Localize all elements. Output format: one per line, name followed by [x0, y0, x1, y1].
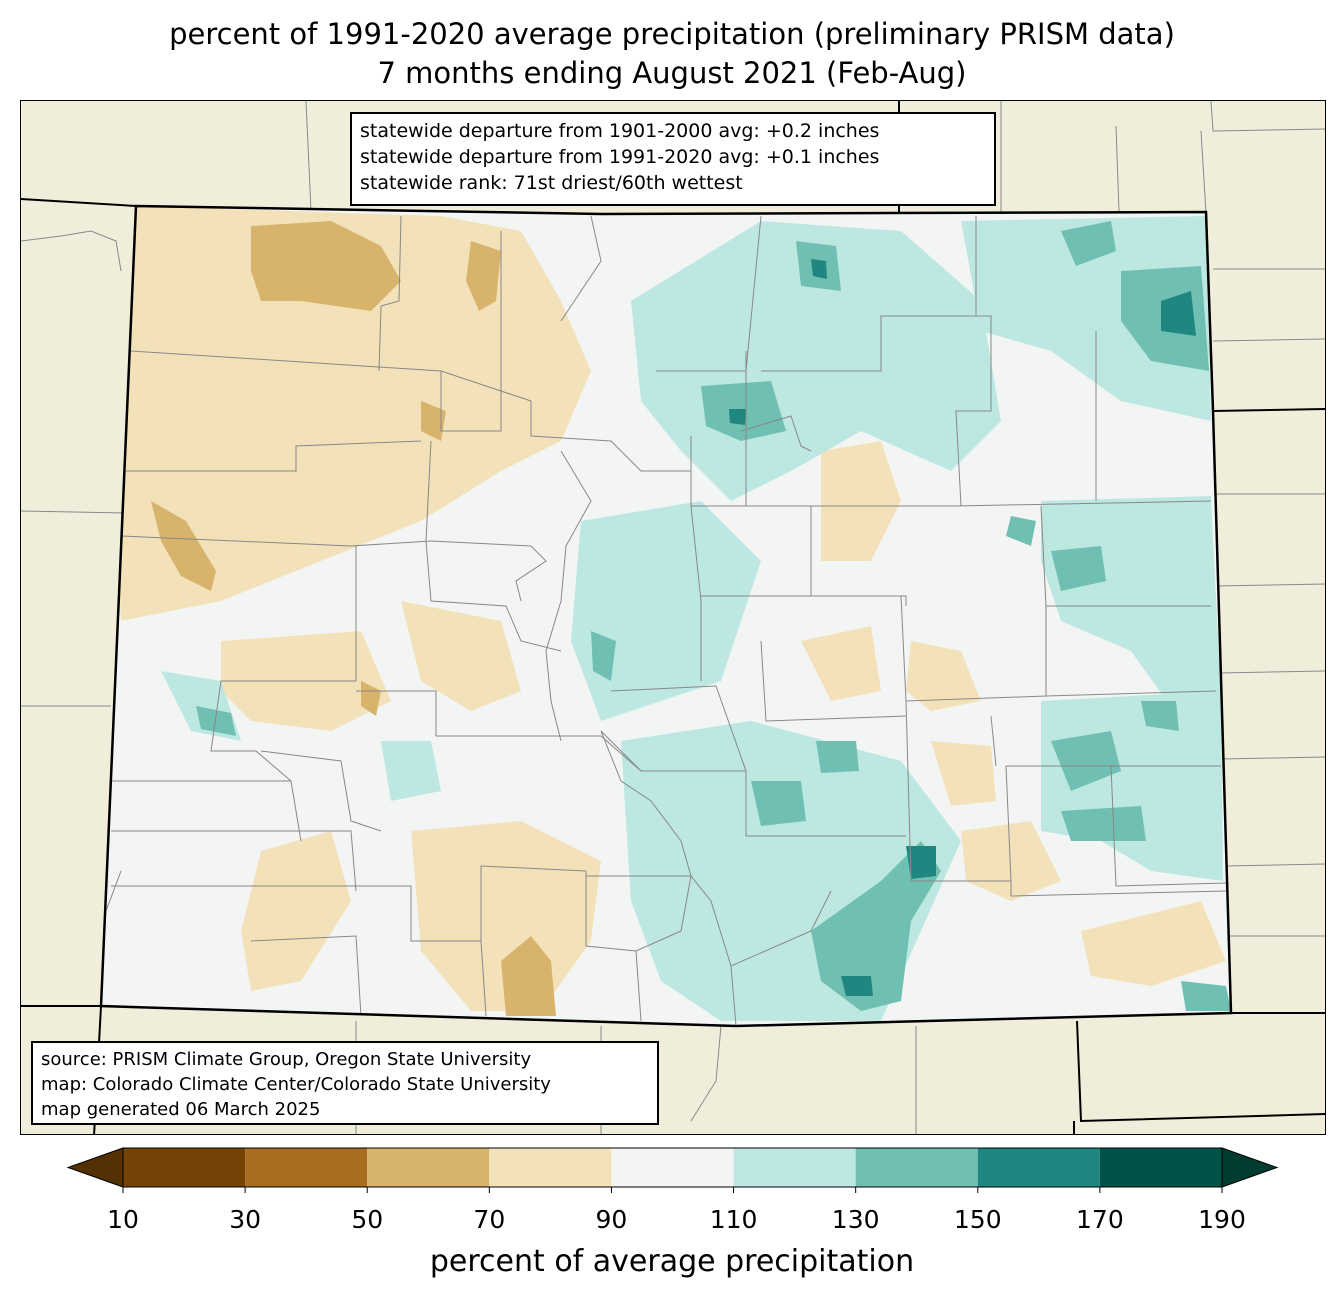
source-line-3: map generated 06 March 2025 — [41, 1099, 321, 1120]
colorbar-tick-label: 150 — [953, 1205, 1002, 1234]
colorbar — [66, 1147, 1279, 1193]
stats-line-1: statewide departure from 1901-2000 avg: … — [360, 120, 880, 142]
colorbar-segment — [977, 1148, 1100, 1187]
source-box: source: PRISM Climate Group, Oregon Stat… — [31, 1041, 659, 1125]
colorbar-label: percent of average precipitation — [429, 1244, 915, 1279]
colorbar-tick-label: 110 — [709, 1205, 758, 1234]
source-line-2: map: Colorado Climate Center/Colorado St… — [41, 1074, 551, 1095]
stats-line-2: statewide departure from 1991-2020 avg: … — [360, 146, 880, 168]
colorbar-segment — [611, 1148, 734, 1187]
colorbar-segment — [733, 1148, 856, 1187]
colorbar-tick-label: 190 — [1198, 1205, 1246, 1234]
source-line-1: source: PRISM Climate Group, Oregon Stat… — [41, 1049, 532, 1070]
colorbar-tick-label: 10 — [107, 1205, 139, 1234]
colorbar-outline — [122, 1147, 1223, 1188]
precipitation-map — [21, 101, 1325, 1134]
colorbar-segment — [489, 1148, 612, 1187]
colorbar-segment — [123, 1148, 246, 1187]
county-lines — [105, 215, 1227, 1026]
precipitation-field — [101, 206, 1231, 1026]
colorbar-tick-label: 30 — [229, 1205, 262, 1234]
map-frame — [20, 100, 1326, 1135]
colorbar-tick-label: 50 — [351, 1205, 384, 1234]
statewide-stats-box: statewide departure from 1901-2000 avg: … — [350, 112, 996, 206]
colorbar-tick-label: 170 — [1076, 1205, 1124, 1234]
colorbar-over-arrow — [1221, 1147, 1279, 1188]
colorado-border — [99, 204, 1233, 1028]
colorbar-tick-label: 130 — [831, 1205, 880, 1234]
colorbar-segment — [245, 1148, 368, 1187]
stats-line-3: statewide rank: 71st driest/60th wettest — [360, 172, 743, 194]
colorbar-segment — [1099, 1148, 1222, 1187]
colorbar-segment — [855, 1148, 978, 1187]
colorbar-under-arrow — [66, 1147, 124, 1188]
colorbar-tick-label: 70 — [473, 1205, 506, 1234]
map-title-line-1: percent of 1991-2020 average precipitati… — [169, 17, 1175, 51]
map-title-line-2: 7 months ending August 2021 (Feb-Aug) — [377, 56, 967, 90]
colorbar-segment — [367, 1148, 490, 1187]
colorbar-tick-label: 90 — [595, 1205, 628, 1234]
